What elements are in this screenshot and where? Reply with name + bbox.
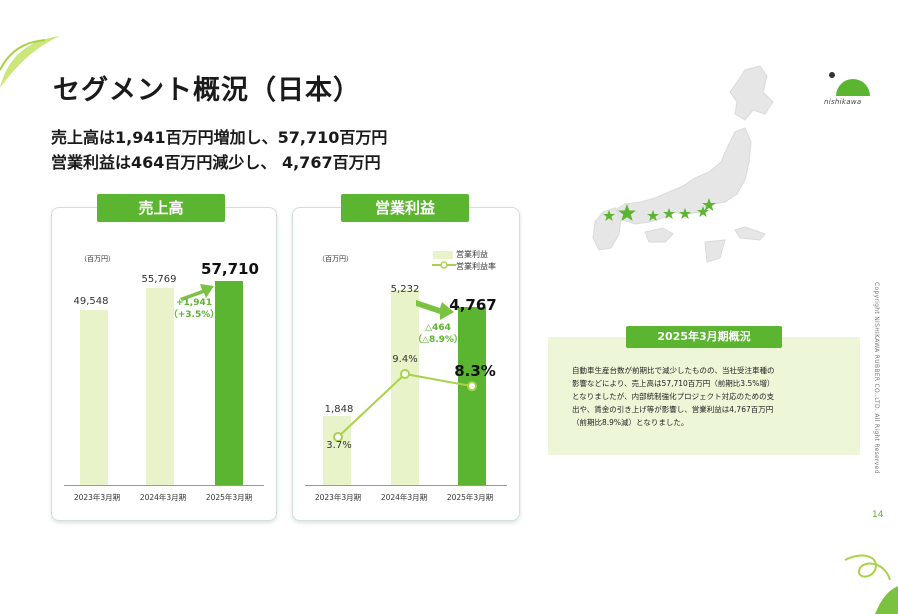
margin-point-1 — [333, 432, 343, 442]
profit-delta-amount: △464 — [425, 323, 451, 333]
profit-value-label: 1,848 — [324, 404, 354, 415]
sales-x-tick: 2023年3月期 — [73, 493, 121, 502]
summary-line: 影響などにより、売上高は57,710百万円（前期比3.5%増） — [572, 379, 775, 388]
sales-bar-2 — [146, 287, 174, 485]
page-title: セグメント概況（日本） — [53, 75, 361, 106]
legend-profit: 営業利益 — [456, 250, 488, 259]
profit-delta-percent: （△8.9%） — [413, 335, 463, 345]
summary-line: となりましたが、内部統制強化プロジェクト対応のための支 — [572, 392, 775, 401]
summary-line: 自動車生産台数が前期比で減少したものの、当社受注車種の — [572, 366, 775, 375]
profit-x-tick: 2024年3月期 — [380, 493, 428, 502]
sales-bar-1 — [80, 309, 108, 485]
bottom-right-swirl-decoration — [844, 554, 898, 614]
profit-x-tick: 2025年3月期 — [446, 493, 494, 502]
japan-map-graphic — [592, 65, 774, 263]
sales-value-label-current: 57,710 — [201, 260, 259, 278]
sales-x-axis — [64, 485, 264, 486]
sales-unit-label: （百万円） — [80, 255, 115, 263]
margin-point-2 — [400, 369, 410, 379]
sales-chart-label: 売上高 — [97, 194, 225, 222]
logo-wordmark: nishikawa — [824, 98, 862, 106]
sales-value-label: 49,548 — [73, 296, 109, 307]
sales-x-tick: 2025年3月期 — [205, 493, 253, 502]
sales-delta-percent: （+3.5%） — [168, 310, 220, 320]
profit-bar-2 — [391, 290, 419, 485]
nishikawa-logo-icon — [829, 72, 870, 96]
legend-line-swatch-icon — [432, 261, 456, 269]
profit-bar-3 — [458, 307, 486, 485]
margin-label: 9.4% — [392, 354, 418, 365]
headline-profit: 営業利益は464百万円減少し、 4,767百万円 — [51, 153, 381, 172]
summary-line: （前期比8.9%減）となりました。 — [572, 418, 689, 427]
corner-swoosh-decoration — [0, 36, 60, 88]
summary-box — [548, 337, 860, 455]
margin-point-3 — [467, 381, 477, 392]
profit-bar-1 — [323, 416, 351, 485]
margin-label: 3.7% — [326, 440, 352, 451]
profit-unit-label: （百万円） — [318, 255, 353, 263]
summary-title: 2025年3月期概況 — [626, 326, 782, 348]
profit-x-axis — [305, 485, 507, 486]
sales-value-label: 55,769 — [141, 274, 177, 285]
copyright-text: Copyright NISHIKAWA RUBBER CO.,LTD. All … — [873, 282, 880, 474]
margin-label-current: 8.3% — [454, 362, 496, 380]
profit-value-label-current: 4,767 — [449, 296, 497, 314]
sales-increase-arrow-icon — [180, 284, 214, 301]
profit-value-label: 5,232 — [390, 284, 420, 295]
page-number: 14 — [872, 510, 884, 520]
profit-x-tick: 2023年3月期 — [314, 493, 362, 502]
profit-chart-label: 営業利益 — [341, 194, 469, 222]
sales-bar-3 — [215, 281, 243, 485]
legend-margin: 営業利益率 — [456, 262, 496, 271]
summary-text: 自動車生産台数が前期比で減少したものの、当社受注車種の 影響などにより、売上高は… — [572, 364, 852, 429]
summary-line: 出や、賃金の引き上げ等が影響し、営業利益は4,767百万円 — [572, 405, 774, 414]
sales-delta-amount: +1,941 — [175, 298, 212, 308]
profit-decrease-arrow-icon — [416, 300, 454, 320]
legend-bar-swatch — [433, 251, 453, 259]
headline-sales: 売上高は1,941百万円増加し、57,710百万円 — [51, 128, 388, 147]
sales-x-tick: 2024年3月期 — [139, 493, 187, 502]
